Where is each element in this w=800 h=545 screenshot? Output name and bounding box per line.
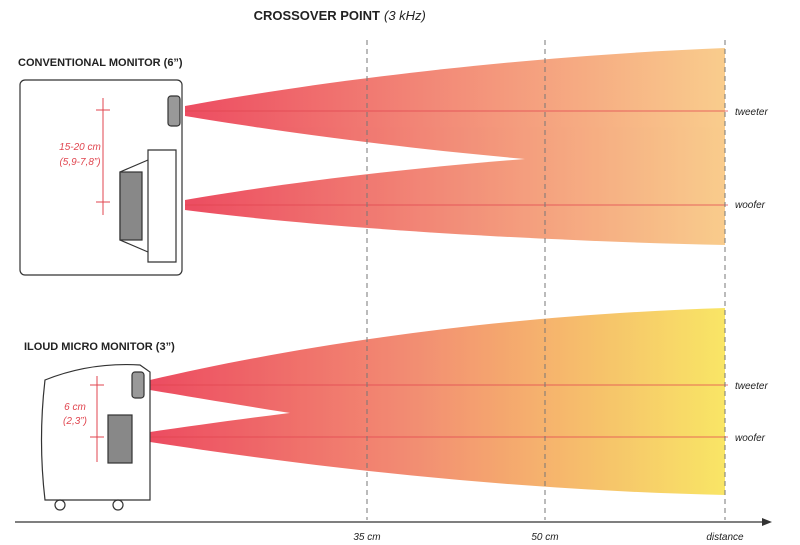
woofer-beam [150, 378, 725, 495]
title: CROSSOVER POINT [254, 8, 380, 23]
dimension-label: 15-20 cm [59, 142, 101, 153]
dimension-micro [90, 376, 104, 462]
axis-tick-label: 50 cm [531, 532, 558, 543]
driver-label: woofer [735, 200, 766, 211]
monitor-label: ILOUD MICRO MONITOR (3”) [24, 341, 175, 353]
distance-lines [366, 40, 726, 520]
driver-label: tweeter [735, 381, 768, 392]
axis-label: distance [706, 532, 744, 543]
center-lines [150, 110, 728, 438]
dimension-conventional [96, 98, 110, 215]
conventional-monitor [19, 79, 183, 276]
dimension-label-in: (5,9-7,8”) [59, 157, 100, 168]
tweeter-beam [185, 48, 725, 172]
title-note: (3 kHz) [384, 8, 426, 23]
driver-label: tweeter [735, 107, 768, 118]
micro-monitor [40, 364, 151, 511]
dimension-label: 6 cm [64, 402, 86, 413]
distance-axis [15, 518, 772, 526]
axis-tick-label: 35 cm [353, 532, 380, 543]
monitor-label: CONVENTIONAL MONITOR (6”) [18, 57, 183, 69]
dimension-label-in: (2,3”) [63, 416, 87, 427]
woofer-beam [185, 148, 725, 245]
driver-label: woofer [735, 433, 766, 444]
beams-conventional [185, 48, 725, 245]
beams-micro [150, 308, 725, 495]
